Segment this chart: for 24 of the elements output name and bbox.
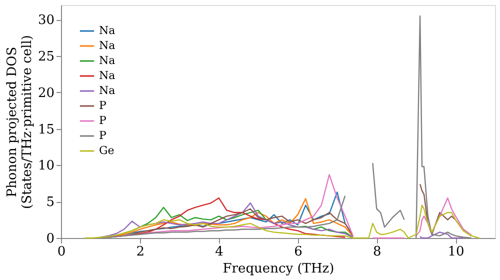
legend-label: Na	[99, 69, 116, 82]
legend-label: P	[99, 99, 107, 112]
y-tick-label: 25	[38, 49, 54, 64]
legend-label: Ge	[99, 144, 114, 157]
y-tick-label: 10	[38, 158, 54, 174]
x-axis-title: Frequency (THz)	[222, 262, 334, 276]
x-tick-label: 2	[136, 244, 145, 260]
y-axis-title: Phonon projected DOS (States/THz·primitive cell)	[4, 34, 35, 210]
y-tick-label: 5	[46, 195, 54, 210]
x-tick-label: 8	[372, 244, 382, 260]
legend-label: P	[99, 114, 107, 127]
x-tick-label: 4	[215, 244, 224, 260]
y-tick-label: 15	[38, 122, 54, 138]
x-tick-label: 0	[57, 244, 66, 260]
legend-label: Na	[99, 24, 116, 37]
y-tick-label: 20	[38, 86, 54, 101]
x-tick-label: 10	[448, 244, 464, 260]
legend-label: Na	[99, 84, 116, 97]
legend-label: P	[99, 129, 107, 142]
legend-label: Na	[99, 54, 116, 67]
legend-label: Na	[99, 39, 116, 52]
x-tick-label: 6	[294, 244, 302, 260]
y-tick-label: 0	[46, 232, 54, 246]
y-tick-label: 30	[38, 13, 54, 28]
